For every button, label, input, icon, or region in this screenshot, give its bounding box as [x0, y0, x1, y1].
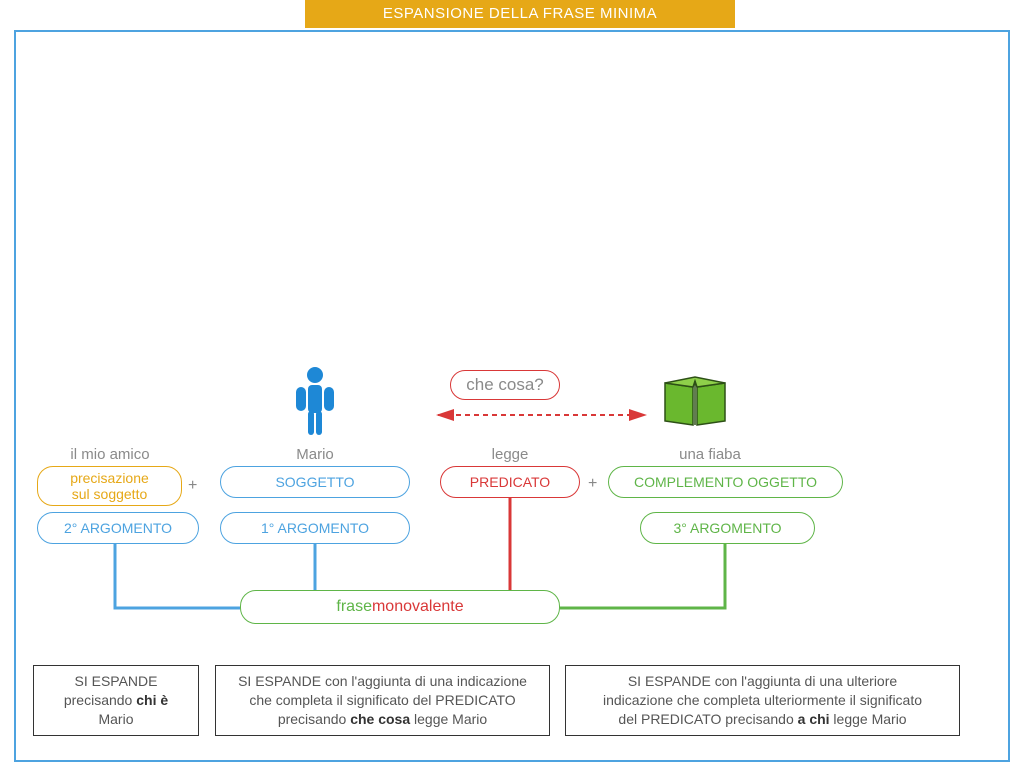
plus-2: + — [588, 475, 597, 493]
frase-pre: frase — [336, 598, 372, 616]
explain-box-2: SI ESPANDE con l'aggiunta di una indicaz… — [215, 665, 550, 736]
b1-l2b: chi è — [136, 692, 168, 708]
node-arg2: 2° ARGOMENTO — [37, 512, 199, 544]
b2-l3a: precisando — [278, 711, 350, 727]
explain-box-1: SI ESPANDE precisando chi è Mario — [33, 665, 199, 736]
label-amico: il mio amico — [50, 446, 170, 463]
node-arg1: 1° ARGOMENTO — [220, 512, 410, 544]
dashed-arrow — [430, 407, 655, 423]
node-soggetto: SOGGETTO — [220, 466, 410, 498]
b2-l2: che completa il significato del PREDICAT… — [249, 692, 515, 708]
precisazione-l1: precisazione — [70, 470, 149, 486]
b1-l1: SI ESPANDE — [75, 673, 158, 689]
label-fiaba: una fiaba — [660, 446, 760, 463]
node-predicato: PREDICATO — [440, 466, 580, 498]
b3-l3b: a chi — [798, 711, 830, 727]
b2-l3c: legge Mario — [410, 711, 487, 727]
precisazione-l2: sul soggetto — [72, 486, 148, 502]
b3-l3c: legge Mario — [830, 711, 907, 727]
title-banner: ESPANSIONE DELLA FRASE MINIMA — [305, 0, 735, 28]
explain-box-3: SI ESPANDE con l'aggiunta di una ulterio… — [565, 665, 960, 736]
plus-1: + — [188, 477, 197, 495]
node-compl: COMPLEMENTO OGGETTO — [608, 466, 843, 498]
node-frase: frase monovalente — [240, 590, 560, 624]
frase-word: monovalente — [372, 598, 464, 616]
label-legge: legge — [470, 446, 550, 463]
b3-l2: indicazione che completa ulteriormente i… — [603, 692, 922, 708]
b2-l1: SI ESPANDE con l'aggiunta di una indicaz… — [238, 673, 527, 689]
book-icon — [660, 373, 730, 428]
b1-l2a: precisando — [64, 692, 136, 708]
node-arg3: 3° ARGOMENTO — [640, 512, 815, 544]
node-precisazione: precisazione sul soggetto — [37, 466, 182, 506]
b2-l3b: che cosa — [350, 711, 410, 727]
b3-l1: SI ESPANDE con l'aggiunta di una ulterio… — [628, 673, 897, 689]
label-mario: Mario — [275, 446, 355, 463]
person-icon — [290, 365, 340, 440]
question-bubble: che cosa? — [450, 370, 560, 400]
b1-l3: Mario — [98, 711, 133, 727]
b3-l3a: del PREDICATO precisando — [618, 711, 797, 727]
